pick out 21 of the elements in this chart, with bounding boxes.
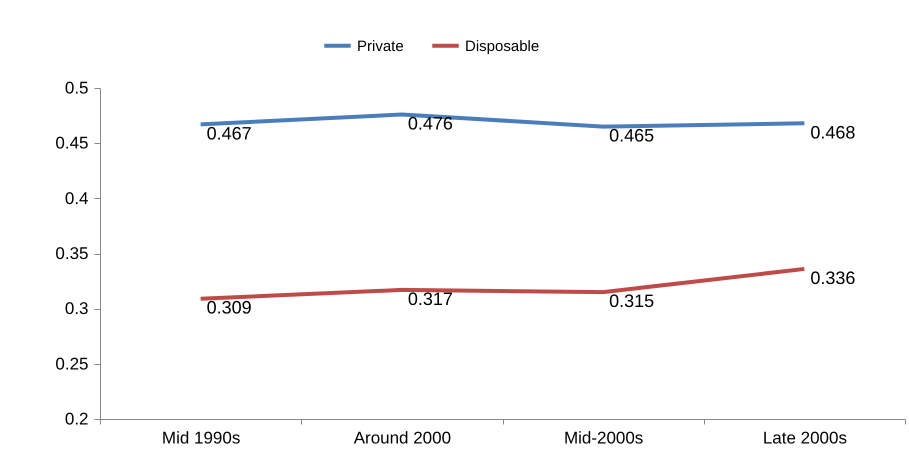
y-tick-label: 0.35 (55, 244, 88, 263)
y-tick-label: 0.45 (55, 134, 88, 153)
data-label: 0.315 (609, 291, 654, 312)
legend-label: Disposable (465, 38, 540, 55)
y-tick-label: 0.3 (64, 299, 88, 318)
data-label: 0.465 (609, 126, 654, 146)
x-tick-label: Around 2000 (354, 428, 452, 448)
x-tick-label: Mid 1990s (162, 428, 240, 448)
data-label: 0.467 (206, 123, 252, 144)
y-tick-label: 0.5 (64, 78, 88, 98)
legend-label: Private (357, 38, 404, 55)
data-label: 0.309 (206, 298, 252, 318)
data-label: 0.317 (408, 288, 453, 309)
y-tick-label: 0.2 (64, 410, 88, 428)
y-tick-label: 0.25 (55, 354, 88, 374)
x-tick-label: Mid-2000s (564, 428, 644, 448)
x-tick-label: Late 2000s (762, 428, 847, 448)
data-label: 0.468 (810, 122, 856, 142)
y-tick-label: 0.4 (64, 188, 88, 208)
data-label: 0.476 (408, 113, 453, 134)
data-label: 0.336 (810, 268, 856, 288)
